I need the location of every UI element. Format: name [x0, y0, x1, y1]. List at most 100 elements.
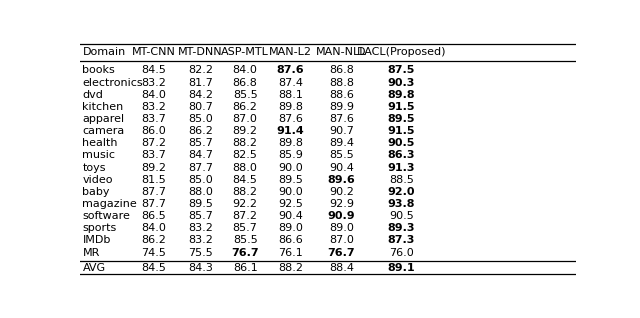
Text: 82.5: 82.5	[233, 150, 258, 161]
Text: 86.1: 86.1	[233, 263, 257, 273]
Text: 89.0: 89.0	[278, 223, 303, 233]
Text: 88.5: 88.5	[389, 175, 414, 185]
Text: 84.3: 84.3	[188, 263, 213, 273]
Text: 89.5: 89.5	[388, 114, 415, 124]
Text: 84.0: 84.0	[233, 66, 258, 75]
Text: baby: baby	[83, 187, 110, 197]
Text: kitchen: kitchen	[83, 102, 124, 112]
Text: 89.8: 89.8	[278, 102, 303, 112]
Text: 92.5: 92.5	[278, 199, 303, 209]
Text: 85.5: 85.5	[233, 90, 257, 100]
Text: 87.7: 87.7	[141, 199, 166, 209]
Text: 88.1: 88.1	[278, 90, 303, 100]
Text: 76.0: 76.0	[389, 248, 414, 258]
Text: 90.4: 90.4	[329, 162, 354, 173]
Text: 84.5: 84.5	[141, 263, 166, 273]
Text: 91.3: 91.3	[388, 162, 415, 173]
Text: 87.6: 87.6	[278, 114, 303, 124]
Text: 90.4: 90.4	[278, 211, 303, 221]
Text: 86.5: 86.5	[141, 211, 166, 221]
Text: 88.2: 88.2	[278, 263, 303, 273]
Text: 89.5: 89.5	[188, 199, 213, 209]
Text: 84.5: 84.5	[233, 175, 258, 185]
Text: 76.1: 76.1	[278, 248, 303, 258]
Text: 89.6: 89.6	[328, 175, 355, 185]
Text: 85.0: 85.0	[188, 114, 213, 124]
Text: health: health	[83, 138, 118, 148]
Text: 89.2: 89.2	[141, 162, 166, 173]
Text: 84.7: 84.7	[188, 150, 213, 161]
Text: 76.7: 76.7	[328, 248, 355, 258]
Text: 89.0: 89.0	[329, 223, 354, 233]
Text: 84.5: 84.5	[141, 66, 166, 75]
Text: 90.9: 90.9	[328, 211, 355, 221]
Text: 84.0: 84.0	[141, 90, 166, 100]
Text: 86.2: 86.2	[188, 126, 213, 136]
Text: 90.3: 90.3	[388, 78, 415, 87]
Text: 83.2: 83.2	[141, 102, 166, 112]
Text: MR: MR	[83, 248, 100, 258]
Text: 86.3: 86.3	[388, 150, 415, 161]
Text: 88.2: 88.2	[233, 138, 258, 148]
Text: books: books	[83, 66, 115, 75]
Text: 90.5: 90.5	[389, 211, 414, 221]
Text: 90.0: 90.0	[278, 162, 303, 173]
Text: MT-CNN: MT-CNN	[131, 47, 175, 57]
Text: sports: sports	[83, 223, 116, 233]
Text: 87.4: 87.4	[278, 78, 303, 87]
Text: 87.2: 87.2	[141, 138, 166, 148]
Text: 86.2: 86.2	[141, 235, 166, 245]
Text: camera: camera	[83, 126, 125, 136]
Text: 76.7: 76.7	[231, 248, 259, 258]
Text: dvd: dvd	[83, 90, 103, 100]
Text: music: music	[83, 150, 115, 161]
Text: 89.8: 89.8	[278, 138, 303, 148]
Text: 88.0: 88.0	[188, 187, 213, 197]
Text: 89.9: 89.9	[329, 102, 354, 112]
Text: 92.2: 92.2	[233, 199, 258, 209]
Text: 90.0: 90.0	[278, 187, 303, 197]
Text: 84.2: 84.2	[188, 90, 213, 100]
Text: 85.5: 85.5	[233, 235, 257, 245]
Text: toys: toys	[83, 162, 106, 173]
Text: 86.2: 86.2	[233, 102, 258, 112]
Text: video: video	[83, 175, 113, 185]
Text: 85.9: 85.9	[278, 150, 303, 161]
Text: apparel: apparel	[83, 114, 125, 124]
Text: 88.8: 88.8	[329, 78, 354, 87]
Text: 83.2: 83.2	[188, 235, 213, 245]
Text: 88.0: 88.0	[233, 162, 258, 173]
Text: 87.5: 87.5	[388, 66, 415, 75]
Text: 84.0: 84.0	[141, 223, 166, 233]
Text: 83.2: 83.2	[188, 223, 213, 233]
Text: AVG: AVG	[83, 263, 106, 273]
Text: 87.6: 87.6	[276, 66, 304, 75]
Text: 85.5: 85.5	[329, 150, 354, 161]
Text: 87.0: 87.0	[233, 114, 258, 124]
Text: 81.7: 81.7	[188, 78, 213, 87]
Text: 75.5: 75.5	[188, 248, 213, 258]
Text: 80.7: 80.7	[188, 102, 213, 112]
Text: 87.3: 87.3	[388, 235, 415, 245]
Text: 87.7: 87.7	[188, 162, 213, 173]
Text: MAN-NLL: MAN-NLL	[316, 47, 367, 57]
Text: 74.5: 74.5	[141, 248, 166, 258]
Text: 85.0: 85.0	[188, 175, 213, 185]
Text: 90.2: 90.2	[329, 187, 354, 197]
Text: 85.7: 85.7	[233, 223, 258, 233]
Text: 83.7: 83.7	[141, 114, 166, 124]
Text: magazine: magazine	[83, 199, 137, 209]
Text: 86.8: 86.8	[233, 78, 258, 87]
Text: electronics: electronics	[83, 78, 143, 87]
Text: 91.5: 91.5	[388, 102, 415, 112]
Text: 83.2: 83.2	[141, 78, 166, 87]
Text: 89.3: 89.3	[388, 223, 415, 233]
Text: 86.6: 86.6	[278, 235, 303, 245]
Text: 89.4: 89.4	[329, 138, 354, 148]
Text: 83.7: 83.7	[141, 150, 166, 161]
Text: 90.5: 90.5	[388, 138, 415, 148]
Text: 91.4: 91.4	[276, 126, 304, 136]
Text: ASP-MTL: ASP-MTL	[221, 47, 269, 57]
Text: 86.0: 86.0	[141, 126, 166, 136]
Text: 91.5: 91.5	[388, 126, 415, 136]
